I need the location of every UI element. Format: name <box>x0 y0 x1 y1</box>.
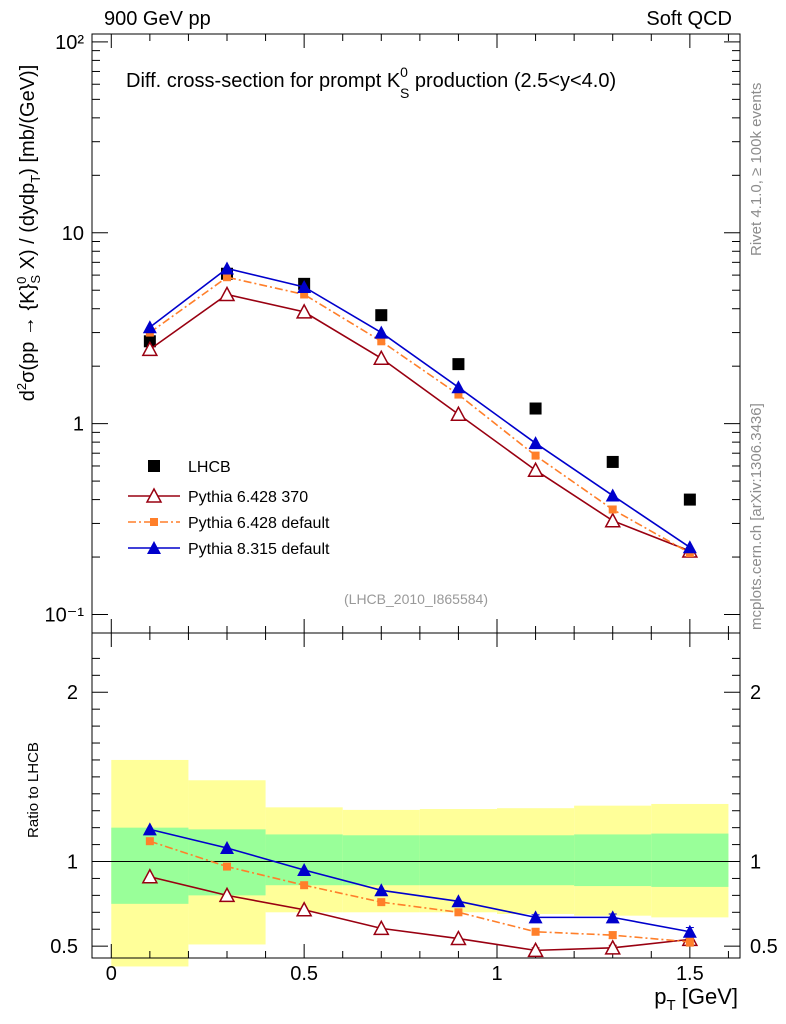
band-inner-5 <box>497 835 575 886</box>
main-line-2 <box>149 276 691 554</box>
ratio-tick-label-l-2: 2 <box>67 682 78 704</box>
main-point-2-2 <box>300 290 309 299</box>
ratio-tick-label-r-0: 0.5 <box>750 936 778 958</box>
main-point-1-1 <box>218 285 236 302</box>
main-point-2-5 <box>531 451 540 460</box>
main-ylabel: d2σ(pp → {K}0S X) / (dydpT) [mb/(GeV)] <box>14 65 43 402</box>
y-tick-label-0: 10⁻¹ <box>45 605 85 627</box>
ratio-point-2-6 <box>605 910 620 924</box>
ratio-frame <box>91 632 741 959</box>
main-point-0-7 <box>683 493 696 506</box>
main-point-0-6 <box>606 455 619 468</box>
x-tick-label-0: 0 <box>106 963 117 985</box>
y-tick-label-1: 1 <box>73 414 84 436</box>
main-point-1-3 <box>373 349 390 366</box>
ratio-point-0-6 <box>604 939 621 955</box>
analysis-tag: (LHCB_2010_I865584) <box>344 591 488 607</box>
legend-marker-1 <box>145 487 163 503</box>
legend-label-1: Pythia 6.428 370 <box>188 489 308 506</box>
ratio-point-1-7 <box>685 937 694 946</box>
main-line-3 <box>149 267 691 548</box>
ratio-point-1-0 <box>145 837 154 846</box>
ratio-point-2-3 <box>374 883 389 897</box>
main-point-2-1 <box>223 273 231 282</box>
main-point-2-4 <box>454 390 463 399</box>
ratio-point-2-4 <box>451 894 466 908</box>
x-tick-label-2: 1 <box>491 963 502 985</box>
ratio-point-1-5 <box>531 927 540 936</box>
main-point-3-6 <box>605 488 620 502</box>
main-point-2-3 <box>377 337 386 346</box>
legend-marker-2 <box>150 518 158 526</box>
ratio-tick-label-l-0: 0.5 <box>50 936 78 958</box>
main-point-1-5 <box>527 461 544 477</box>
ratio-point-2-2 <box>297 862 312 876</box>
ratio-xlabel: pT [GeV] <box>654 984 738 1014</box>
legend-label-0: LHCB <box>188 459 231 476</box>
ratio-tick-label-l-1: 1 <box>67 852 78 874</box>
band-inner-7 <box>651 833 729 887</box>
ratio-point-0-4 <box>450 929 467 946</box>
y-tick-label-2: 10 <box>62 223 84 245</box>
band-inner-6 <box>574 834 652 887</box>
chart-title: Diff. cross-section for prompt K0 S produ… <box>126 64 616 101</box>
main-point-1-0 <box>141 340 159 357</box>
ratio-ylabel: Ratio to LHCB <box>25 742 42 838</box>
ratio-tick-label-r-2: 2 <box>750 682 761 704</box>
band-inner-3 <box>342 835 420 886</box>
header-right: Soft QCD <box>646 8 732 30</box>
ratio-line-0 <box>149 875 690 952</box>
legend-label-3: Pythia 8.315 default <box>188 541 330 558</box>
main-point-0-5 <box>529 402 542 415</box>
main-point-3-7 <box>682 540 697 554</box>
ratio-line-1 <box>149 840 690 943</box>
main-point-0-3 <box>375 309 388 322</box>
x-tick-label-3: 1.5 <box>676 963 704 985</box>
main-point-1-4 <box>450 405 467 421</box>
main-point-3-4 <box>451 380 466 394</box>
ratio-point-1-2 <box>300 881 309 890</box>
ratio-point-2-1 <box>220 840 234 854</box>
ratio-point-0-0 <box>141 868 159 884</box>
legend-marker-0 <box>148 460 160 472</box>
ratio-point-0-1 <box>218 886 236 903</box>
ratio-tick-label-r-1: 1 <box>750 852 761 874</box>
main-point-0-4 <box>452 358 465 371</box>
ratio-point-0-5 <box>527 941 544 958</box>
ratio-point-0-2 <box>295 901 313 917</box>
ratio-point-1-4 <box>454 908 463 917</box>
legend-label-2: Pythia 6.428 default <box>188 515 330 532</box>
band-inner-1 <box>188 829 266 896</box>
ratio-line-2 <box>149 828 691 933</box>
ratio-point-1-3 <box>377 898 386 907</box>
main-point-2-6 <box>608 505 617 514</box>
ratio-point-2-5 <box>528 910 543 924</box>
main-point-3-5 <box>528 436 543 450</box>
ratio-point-1-1 <box>223 862 231 871</box>
ratio-point-1-6 <box>608 931 617 940</box>
band-inner-4 <box>419 835 497 886</box>
y-tick-label-3: 10² <box>55 32 84 54</box>
header-left: 900 GeV pp <box>104 8 211 30</box>
legend-marker-3 <box>147 541 161 554</box>
x-tick-label-1: 0.5 <box>290 963 318 985</box>
main-point-3-1 <box>220 261 234 275</box>
main-point-1-2 <box>295 303 313 319</box>
ratio-point-2-7 <box>682 924 697 938</box>
main-point-3-2 <box>297 279 312 293</box>
main-line-1 <box>149 293 691 552</box>
ratio-point-2-0 <box>142 822 157 836</box>
main-point-1-6 <box>604 512 621 528</box>
main-point-3-3 <box>374 325 389 339</box>
main-point-3-0 <box>142 320 157 334</box>
ratio-point-0-3 <box>373 919 390 936</box>
